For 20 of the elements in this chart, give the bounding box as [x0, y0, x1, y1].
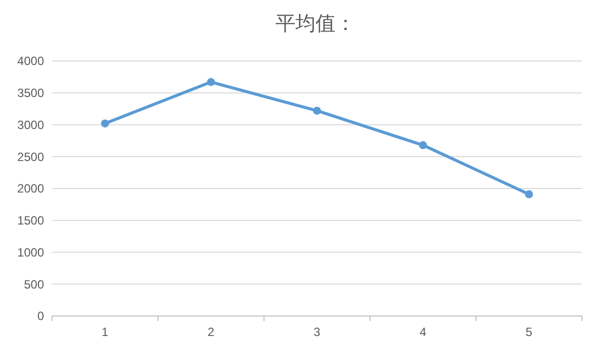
point	[101, 119, 109, 128]
point	[525, 190, 533, 198]
y-tick-label: 4000	[17, 54, 44, 68]
point	[419, 141, 427, 150]
y-tick-label: 3500	[17, 86, 44, 100]
point	[313, 106, 321, 115]
x-tick-label: 1	[102, 325, 109, 339]
point	[207, 78, 215, 86]
y-tick-label: 2500	[17, 150, 44, 164]
chart-title: 平均值：	[276, 13, 356, 35]
y-tick-label: 3000	[17, 118, 44, 132]
y-tick-label: 1500	[17, 214, 44, 228]
x-tick-label: 2	[208, 325, 215, 339]
y-tick-label: 1000	[17, 245, 44, 260]
x-tick-label: 5	[526, 325, 533, 339]
x-tick-label: 3	[314, 325, 321, 339]
x-tick-label: 4	[420, 325, 427, 339]
y-tick-label: 0	[37, 309, 44, 324]
y-tick-label: 500	[24, 277, 44, 292]
y-tick-label: 2000	[17, 182, 44, 196]
